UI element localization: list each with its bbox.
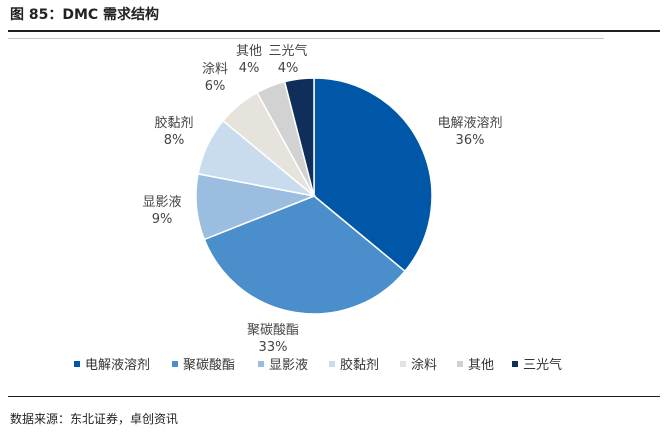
slice-category-label: 胶黏剂	[154, 115, 193, 131]
slice-value-label: 33%	[259, 340, 288, 355]
slice-category-label: 聚碳酸酯	[247, 323, 299, 338]
chart-frame-line	[8, 38, 604, 39]
legend-swatch	[512, 361, 518, 367]
slice-value-label: 4%	[278, 61, 299, 76]
pie-slice	[283, 77, 315, 197]
slice-category-label: 电解液溶剂	[437, 116, 502, 131]
slice-category-label: 其他	[236, 44, 262, 59]
legend-swatch	[400, 361, 406, 367]
legend-label: 电解液溶剂	[85, 358, 150, 373]
legend-swatch	[329, 361, 335, 367]
pie-slices	[195, 77, 433, 315]
pie-slice	[203, 195, 406, 315]
legend-swatch	[172, 361, 178, 367]
pie-labels: 电解液溶剂 36% 聚碳酸酯 33% 显影液 9% 胶黏剂 8% 涂料 6% 其他 4% 三光气 4%	[142, 43, 502, 355]
pie-chart: 电解液溶剂 36% 聚碳酸酯 33% 显影液 9% 胶黏剂 8% 涂料 6% 其他 4% 三光气 4% 电…	[74, 43, 562, 373]
slice-category-label: 涂料	[202, 61, 228, 77]
legend-label: 聚碳酸酯	[183, 358, 235, 373]
slice-value-label: 4%	[239, 61, 260, 76]
source-rule	[8, 396, 660, 397]
pie-slice	[313, 77, 433, 273]
slice-value-label: 9%	[152, 212, 173, 227]
slice-value-label: 8%	[164, 133, 185, 148]
slice-value-label: 6%	[205, 79, 226, 94]
legend-label: 涂料	[411, 357, 437, 373]
chart-legend: 电解液溶剂 聚碳酸酯 显影液 胶黏剂 涂料 其他 三光气	[74, 357, 562, 373]
legend-label: 显影液	[269, 358, 308, 373]
legend-label: 三光气	[523, 357, 562, 373]
legend-label: 胶黏剂	[340, 357, 379, 373]
slice-category-label: 三光气	[268, 43, 307, 59]
slice-category-label: 显影液	[142, 195, 181, 210]
legend-swatch	[74, 361, 80, 367]
title-rule	[8, 30, 660, 32]
legend-label: 其他	[468, 358, 494, 373]
legend-swatch	[258, 361, 264, 367]
legend-swatch	[457, 361, 463, 367]
slice-value-label: 36%	[456, 133, 485, 148]
figure-title: 图 85：DMC 需求结构	[10, 7, 160, 23]
source-note: 数据来源：东北证券，卓创资讯	[10, 412, 179, 426]
